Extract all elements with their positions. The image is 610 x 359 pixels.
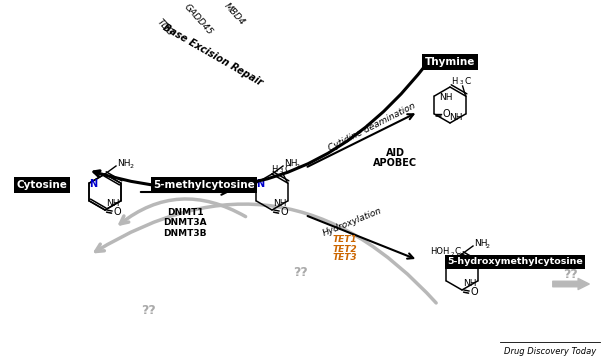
Text: N: N <box>89 179 98 189</box>
FancyArrowPatch shape <box>553 279 589 290</box>
Text: TDG: TDG <box>155 18 175 38</box>
Text: NH: NH <box>273 200 286 209</box>
Text: ??: ?? <box>564 267 578 280</box>
Text: NH: NH <box>106 200 120 209</box>
Text: O: O <box>443 109 450 119</box>
Text: TET1: TET1 <box>332 236 357 244</box>
Text: AID: AID <box>386 148 404 158</box>
Text: NH: NH <box>284 159 298 168</box>
Text: Hydroxylation: Hydroxylation <box>321 206 383 238</box>
Text: GADD45: GADD45 <box>182 3 214 37</box>
Text: Base Excision Repair: Base Excision Repair <box>162 22 265 88</box>
Text: N: N <box>256 179 265 189</box>
Text: Thymine: Thymine <box>425 57 475 67</box>
Text: MBD4: MBD4 <box>222 1 246 27</box>
Text: DNMT1
DNMT3A
DNMT3B: DNMT1 DNMT3A DNMT3B <box>163 208 207 238</box>
Text: NH: NH <box>439 93 453 102</box>
Text: N: N <box>447 259 454 269</box>
Text: Cytosine: Cytosine <box>16 180 68 190</box>
Text: C: C <box>454 247 461 256</box>
Text: Cytidine deamination: Cytidine deamination <box>327 101 417 153</box>
Text: NH: NH <box>117 159 131 168</box>
Text: 2: 2 <box>129 164 133 169</box>
FancyArrowPatch shape <box>96 204 436 303</box>
Text: HOH: HOH <box>430 247 450 256</box>
Text: 5-hydroxymethylcytosine: 5-hydroxymethylcytosine <box>447 257 583 266</box>
Text: C: C <box>285 164 291 173</box>
Text: O: O <box>280 207 288 217</box>
Text: H: H <box>451 76 458 85</box>
Text: H: H <box>271 164 278 173</box>
Text: NH: NH <box>463 280 476 289</box>
Text: 5-methylcytosine: 5-methylcytosine <box>153 180 255 190</box>
Text: C: C <box>465 76 471 85</box>
Text: TET2: TET2 <box>332 244 357 253</box>
Text: NH: NH <box>474 239 487 248</box>
Text: O: O <box>113 207 121 217</box>
FancyArrowPatch shape <box>120 199 246 224</box>
Text: 2: 2 <box>451 252 454 256</box>
Text: 3: 3 <box>459 80 463 85</box>
Text: O: O <box>470 287 478 297</box>
Text: ??: ?? <box>293 266 307 279</box>
Text: APOBEC: APOBEC <box>373 158 417 168</box>
Text: NH: NH <box>449 112 462 121</box>
Text: ??: ?? <box>141 303 156 317</box>
Text: 3: 3 <box>279 168 283 173</box>
Text: 2: 2 <box>296 164 300 169</box>
Text: Drug Discovery Today: Drug Discovery Today <box>504 346 596 355</box>
Text: 2: 2 <box>486 244 490 250</box>
Text: TET3: TET3 <box>332 253 357 262</box>
